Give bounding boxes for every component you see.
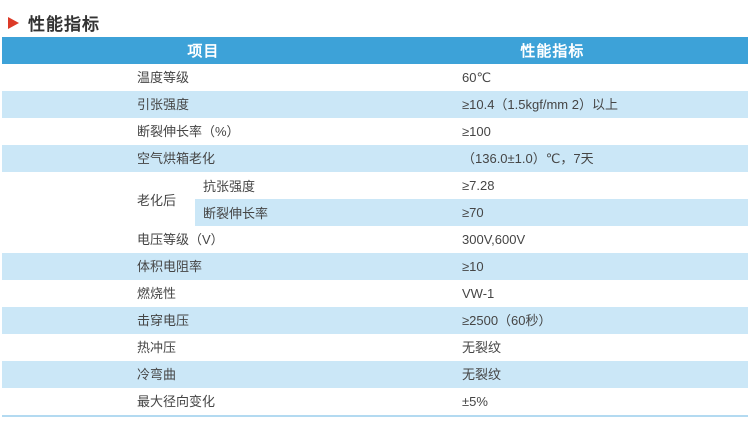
table-row: 热冲压 无裂纹 — [2, 334, 748, 361]
subrow-value: ≥7.28 — [462, 178, 495, 193]
table-row: 燃烧性 VW-1 — [2, 280, 748, 307]
row-label: 击穿电压 — [137, 313, 190, 328]
table-row: 断裂伸长率（%） ≥100 — [2, 118, 748, 145]
table-row: 最大径向变化 ±5% — [2, 388, 748, 415]
table-row: 击穿电压 ≥2500（60秒） — [2, 307, 748, 334]
section-title-bar: 性能指标 — [0, 0, 750, 37]
table-subrow: 抗张强度 ≥7.28 — [195, 172, 748, 199]
table-row: 引张强度 ≥10.4（1.5kgf/mm 2）以上 — [2, 91, 748, 118]
table-row: 冷弯曲 无裂纹 — [2, 361, 748, 388]
row-value: 60℃ — [462, 70, 492, 85]
row-value: 300V,600V — [462, 232, 526, 247]
table-header-item: 项目 — [187, 43, 220, 60]
row-label: 冷弯曲 — [137, 367, 177, 382]
table-row: 空气烘箱老化 （136.0±1.0）℃，7天 — [2, 145, 748, 172]
row-label: 空气烘箱老化 — [137, 151, 216, 166]
section-title: 性能指标 — [28, 15, 100, 34]
subrow-label: 抗张强度 — [203, 179, 256, 194]
table-row: 电压等级（V） 300V,600V — [2, 226, 748, 253]
row-value: ≥10.4（1.5kgf/mm 2）以上 — [462, 97, 618, 112]
table-row: 温度等级 60℃ — [2, 64, 748, 91]
spec-table: 项目 性能指标 温度等级 60℃ 引张强度 ≥10.4（1.5kgf/mm 2）… — [2, 37, 748, 417]
row-value: ≥10 — [462, 259, 484, 274]
row-value: ≥2500（60秒） — [462, 313, 552, 328]
row-label: 体积电阻率 — [137, 259, 203, 274]
table-subrow: 断裂伸长率 ≥70 — [195, 199, 748, 226]
row-label: 温度等级 — [137, 70, 190, 85]
row-label: 燃烧性 — [137, 286, 177, 301]
table-row: 体积电阻率 ≥10 — [2, 253, 748, 280]
red-arrow-icon — [8, 16, 19, 29]
row-label: 热冲压 — [137, 340, 177, 355]
aging-merged-label: 老化后 — [2, 172, 195, 226]
table-header-performance: 性能指标 — [520, 43, 585, 60]
row-value: ≥100 — [462, 124, 491, 139]
row-label: 断裂伸长率（%） — [137, 124, 240, 139]
row-value: 无裂纹 — [462, 340, 502, 355]
table-header-row: 项目 性能指标 — [2, 37, 748, 64]
aging-group: 老化后 抗张强度 ≥7.28 断裂伸长率 ≥70 — [2, 172, 748, 226]
row-value: VW-1 — [462, 286, 495, 301]
row-value: （136.0±1.0）℃，7天 — [462, 151, 594, 166]
row-value: 无裂纹 — [462, 367, 502, 382]
row-label: 引张强度 — [137, 97, 190, 112]
row-label: 最大径向变化 — [137, 394, 216, 409]
row-label: 电压等级（V） — [137, 232, 224, 247]
row-value: ±5% — [462, 394, 488, 409]
aging-subrows: 抗张强度 ≥7.28 断裂伸长率 ≥70 — [195, 172, 748, 226]
subrow-value: ≥70 — [462, 205, 484, 220]
subrow-label: 断裂伸长率 — [203, 206, 269, 221]
